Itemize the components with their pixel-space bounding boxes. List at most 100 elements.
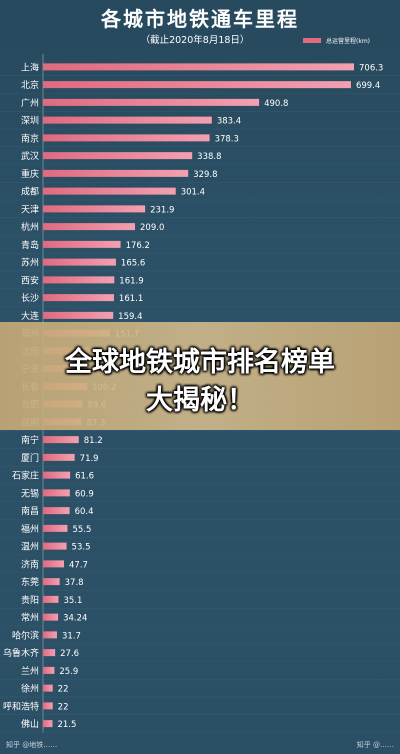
bar xyxy=(43,63,354,71)
category-label: 广州 xyxy=(21,97,39,109)
bar xyxy=(43,471,71,479)
value-label: 61.6 xyxy=(75,472,94,482)
value-label: 34.24 xyxy=(63,614,87,624)
overlay-headline: 全球地铁城市排名榜单 xyxy=(65,347,335,378)
value-label: 231.9 xyxy=(150,205,174,215)
value-label: 81.2 xyxy=(84,436,103,446)
category-label: 贵阳 xyxy=(21,594,39,606)
bar xyxy=(43,489,70,497)
legend-swatch xyxy=(303,38,321,43)
bar xyxy=(43,578,60,586)
overlay-subheadline: 大揭秘！ xyxy=(146,385,254,416)
value-label: 71.9 xyxy=(80,454,99,464)
value-label: 159.4 xyxy=(118,312,142,322)
value-label: 22 xyxy=(58,702,69,712)
bar xyxy=(43,560,65,568)
category-label: 北京 xyxy=(21,79,39,91)
footer-watermark: 知乎 @…… xyxy=(357,740,394,749)
category-label: 石家庄 xyxy=(12,470,39,482)
value-label: 176.2 xyxy=(126,241,150,251)
category-label: 济南 xyxy=(21,558,39,570)
bar xyxy=(43,311,114,319)
value-label: 209.0 xyxy=(140,223,164,233)
value-label: 378.3 xyxy=(215,134,239,144)
bar xyxy=(43,702,53,710)
bar xyxy=(43,524,68,532)
value-label: 55.5 xyxy=(72,525,91,535)
value-label: 383.4 xyxy=(217,117,241,127)
category-label: 天津 xyxy=(21,204,39,215)
category-label: 哈尔滨 xyxy=(12,629,39,641)
value-label: 165.6 xyxy=(121,259,145,269)
chart-subtitle: （截止2020年8月18日） xyxy=(141,34,250,46)
bar xyxy=(43,666,55,674)
bar xyxy=(43,98,260,106)
value-label: 27.6 xyxy=(60,649,79,659)
value-label: 706.3 xyxy=(359,63,383,73)
bar xyxy=(43,169,189,177)
value-label: 60.9 xyxy=(75,489,94,499)
bar xyxy=(43,720,53,728)
category-label: 南京 xyxy=(21,132,39,144)
bar xyxy=(43,276,115,284)
bar xyxy=(43,187,176,195)
value-label: 37.8 xyxy=(65,578,84,588)
category-label: 呼和浩特 xyxy=(3,700,39,712)
overlay-banner xyxy=(0,322,400,430)
category-label: 东莞 xyxy=(21,576,39,588)
category-label: 温州 xyxy=(21,542,39,553)
bar xyxy=(43,684,53,692)
bar xyxy=(43,507,70,515)
value-label: 301.4 xyxy=(181,188,205,198)
value-label: 490.8 xyxy=(264,99,288,109)
value-label: 338.8 xyxy=(197,152,221,162)
category-label: 无锡 xyxy=(21,488,39,499)
bar xyxy=(43,649,56,657)
value-label: 25.9 xyxy=(59,667,78,677)
category-label: 武汉 xyxy=(21,150,39,162)
category-label: 大连 xyxy=(21,310,39,322)
footer-source: 知乎 @地铁…… xyxy=(6,740,57,749)
value-label: 22 xyxy=(58,685,69,695)
bar xyxy=(43,613,59,621)
category-label: 厦门 xyxy=(21,452,39,464)
value-label: 47.7 xyxy=(69,560,88,570)
category-label: 徐州 xyxy=(21,683,39,695)
bar xyxy=(43,116,212,124)
value-label: 31.7 xyxy=(62,631,81,641)
legend-label: 总运营里程(km) xyxy=(326,37,370,45)
category-label: 长沙 xyxy=(21,292,39,304)
category-label: 上海 xyxy=(21,61,39,73)
bar xyxy=(43,631,57,639)
category-label: 兰州 xyxy=(21,665,39,677)
value-label: 161.9 xyxy=(119,276,143,286)
category-label: 成都 xyxy=(21,186,39,198)
bar xyxy=(43,294,114,302)
bar xyxy=(43,542,67,550)
bar xyxy=(43,134,210,142)
category-label: 乌鲁木齐 xyxy=(3,647,39,659)
value-label: 35.1 xyxy=(63,596,82,606)
bar xyxy=(43,453,75,461)
value-label: 161.1 xyxy=(119,294,143,304)
bar xyxy=(43,205,146,213)
category-label: 深圳 xyxy=(21,116,39,127)
bar xyxy=(43,595,59,603)
category-label: 杭州 xyxy=(21,221,39,233)
bar xyxy=(43,223,136,231)
value-label: 699.4 xyxy=(356,81,380,91)
category-label: 南宁 xyxy=(21,434,39,446)
category-label: 佛山 xyxy=(21,718,39,730)
value-label: 53.5 xyxy=(72,543,91,553)
bar xyxy=(43,152,193,160)
value-label: 60.4 xyxy=(75,507,94,517)
category-label: 重庆 xyxy=(21,168,39,180)
bar xyxy=(43,81,351,89)
category-label: 常州 xyxy=(21,612,39,624)
category-label: 西安 xyxy=(21,274,39,286)
category-label: 福州 xyxy=(21,523,39,535)
category-label: 苏州 xyxy=(21,257,39,269)
chart-title: 各城市地铁通车里程 xyxy=(100,7,299,31)
bar xyxy=(43,258,116,266)
